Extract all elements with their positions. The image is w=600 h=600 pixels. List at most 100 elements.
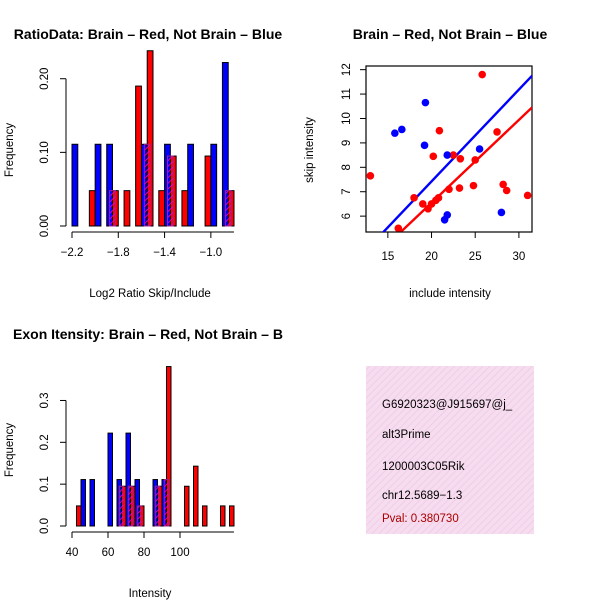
intensity-histogram-y-axis: 0.0 0.1 0.2 0.3 (39, 392, 67, 534)
intensity-x-tick-label: 100 (170, 547, 189, 559)
intensity-histogram-title: Exon Itensity: Brain – Red, Not Brain – … (13, 326, 283, 342)
intensity-bar-brain (184, 485, 190, 527)
scatter-title: Brain – Red, Not Brain – Blue (353, 26, 548, 42)
scatter-fit-lines (381, 74, 532, 232)
ratio-histogram-bars (71, 50, 235, 227)
info-panel: G6920323@J915697@j_ alt3Prime 1200003C05… (366, 366, 534, 534)
ratio-bar-brain (181, 190, 189, 227)
ratio-histogram-xlabel: Log2 Ratio Skip/Include (89, 288, 210, 300)
intensity-histogram-ylabel: Frequency (4, 423, 16, 478)
intensity-y-tick-label: 0.3 (39, 392, 51, 408)
scatter-x-tick-label: 25 (469, 251, 482, 263)
intensity-bar-brain (193, 465, 199, 527)
intensity-bar-overlap (118, 485, 125, 527)
intensity-histogram-x-axis: 40 60 80 100 (66, 531, 234, 559)
ratio-histogram-panel: RatioData: Brain – Red, Not Brain – Blue… (4, 26, 282, 300)
scatter-point-not-brain (420, 141, 429, 150)
scatter-point-brain (455, 184, 464, 192)
scatter-point-not-brain (421, 98, 430, 107)
info-location: chr12.5689−1.3 (382, 490, 462, 502)
scatter-point-not-brain (391, 129, 399, 137)
scatter-point-brain (449, 151, 458, 159)
ratio-bar-overlap (109, 190, 116, 227)
intensity-y-tick-label: 0.0 (39, 518, 51, 534)
scatter-y-tick-label: 7 (341, 189, 353, 195)
ratio-x-tick-label: −2.2 (61, 247, 84, 259)
scatter-y-tick-label: 12 (341, 63, 353, 76)
info-box-background (366, 366, 534, 534)
ratio-bar-overlap (166, 155, 174, 227)
ratio-bar-brain (88, 190, 96, 227)
intensity-x-tick-label: 40 (66, 547, 79, 559)
scatter-point-brain (445, 185, 453, 194)
scatter-ylabel: skip intensity (304, 117, 316, 183)
intensity-bar-overlap (163, 479, 170, 527)
scatter-point-brain (435, 126, 444, 135)
scatter-point-brain (429, 152, 438, 161)
intensity-y-tick-label: 0.1 (39, 476, 51, 492)
scatter-point-brain (499, 180, 507, 189)
ratio-x-tick-label: −1.4 (153, 247, 176, 259)
ratio-y-tick-label: 0.20 (39, 68, 51, 90)
scatter-point-brain (523, 191, 532, 200)
scatter-y-tick-label: 9 (341, 140, 353, 146)
scatter-y-tick-label: 11 (341, 88, 353, 100)
ratio-bar-not-brain (187, 143, 194, 227)
scatter-point-brain (394, 224, 403, 232)
intensity-bar-brain (220, 505, 226, 527)
ratio-bar-not-brain (94, 143, 102, 227)
scatter-x-tick-label: 20 (425, 251, 438, 263)
intensity-x-tick-label: 60 (102, 547, 115, 559)
scatter-y-tick-label: 6 (341, 213, 353, 219)
intensity-x-tick-label: 80 (138, 547, 151, 559)
intensity-bar-not-brain (89, 479, 95, 527)
scatter-y-tick-label: 10 (341, 112, 353, 125)
ratio-y-tick-label: 0.10 (39, 141, 51, 163)
intensity-bar-brain (229, 505, 235, 527)
info-event-type: alt3Prime (382, 429, 431, 441)
scatter-fit-line-blue (381, 74, 532, 232)
scatter-x-axis: 15 20 25 30 (381, 231, 525, 263)
scatter-x-tick-label: 30 (512, 251, 525, 263)
scatter-point-brain (478, 70, 487, 79)
scatter-xlabel: include intensity (409, 288, 491, 300)
scatter-plot-box (365, 65, 533, 233)
scatter-y-tick-label: 8 (341, 164, 353, 170)
intensity-bar-not-brain (80, 479, 86, 527)
intensity-histogram-bars (76, 366, 235, 527)
ratio-bar-brain (158, 190, 166, 227)
scatter-point-not-brain (398, 125, 406, 134)
intensity-bar-brain (76, 505, 82, 527)
ratio-bar-brain (123, 190, 131, 227)
ratio-histogram-y-axis: 0.00 0.10 0.20 (39, 68, 67, 237)
info-gene-name: 1200003C05Rik (382, 461, 465, 473)
intensity-bar-overlap (154, 485, 161, 527)
scatter-point-brain (410, 194, 418, 202)
ratio-bar-not-brain (71, 143, 79, 227)
scatter-point-not-brain (475, 145, 484, 153)
scatter-y-axis: 6 7 8 9 10 11 12 (341, 63, 366, 219)
intensity-histogram-xlabel: Intensity (129, 588, 172, 600)
ratio-bar-brain (204, 155, 212, 227)
ratio-bar-brain (135, 85, 142, 227)
scatter-panel: Brain – Red, Not Brain – Blue 15 20 25 30 6… (304, 26, 547, 300)
intensity-y-tick-label: 0.2 (39, 434, 51, 450)
info-event-id: G6920323@J915697@j_ (382, 399, 513, 411)
scatter-point-not-brain (443, 151, 452, 159)
intensity-bar-overlap (136, 505, 143, 527)
ratio-histogram-title: RatioData: Brain – Red, Not Brain – Blue (14, 26, 283, 42)
ratio-bar-overlap (143, 143, 151, 227)
info-pval: Pval: 0.380730 (382, 513, 459, 525)
ratio-y-tick-label: 0.00 (39, 215, 51, 237)
scatter-point-brain (434, 194, 443, 202)
intensity-bar-not-brain (107, 432, 113, 527)
scatter-point-brain (502, 186, 511, 195)
ratio-x-tick-label: −1.0 (200, 247, 223, 259)
scatter-x-tick-label: 15 (381, 251, 394, 263)
intensity-histogram-panel: Exon Itensity: Brain – Red, Not Brain – … (4, 326, 283, 600)
scatter-point-not-brain (497, 208, 506, 217)
scatter-point-brain (418, 200, 427, 208)
scatter-point-brain (366, 172, 375, 180)
scatter-point-brain (456, 154, 465, 163)
ratio-bar-not-brain (210, 143, 218, 227)
